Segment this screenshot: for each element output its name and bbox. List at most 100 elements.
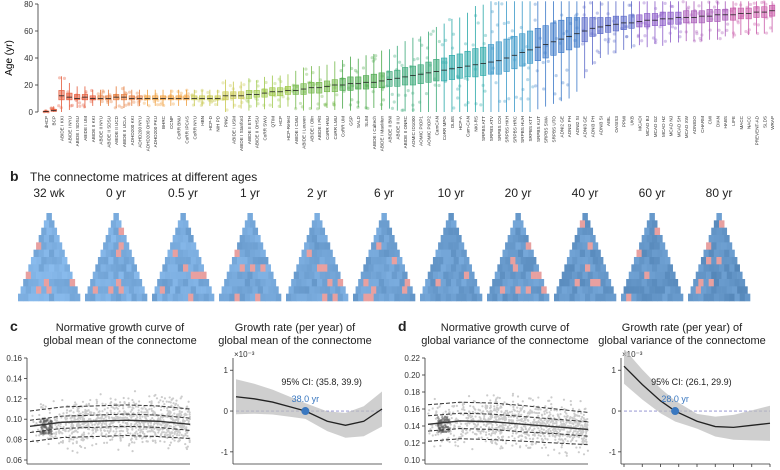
matrix-cell — [309, 242, 315, 250]
panel-c-left-scatter-point — [145, 427, 148, 431]
matrix-cell — [126, 249, 132, 258]
matrix-cell — [164, 257, 171, 265]
x-tick-label: CHARM — [700, 116, 705, 133]
panel-c-left-scatter-point — [139, 431, 142, 434]
data-point — [686, 7, 690, 11]
panel-c-left-scatter-point — [137, 420, 140, 424]
panel-d-left-scatter-point — [540, 418, 543, 422]
panel-c-left-scatter-point — [114, 414, 117, 418]
matrix-cell — [327, 293, 333, 302]
y-tick-label: 0 — [29, 108, 34, 117]
matrix-cell — [726, 242, 733, 250]
panel-d-left-scatter-point — [554, 427, 557, 430]
panel-c-left-percentile-curve — [29, 419, 191, 428]
matrix-cell — [471, 279, 478, 287]
panel-d-left-scatter-point — [569, 400, 572, 403]
matrix-cell — [306, 279, 313, 287]
panel-c-left-scatter-point — [183, 427, 187, 430]
panel-c-left-dense-point — [45, 428, 49, 431]
matrix-cell — [569, 279, 575, 287]
matrix-cell — [123, 271, 130, 280]
panel-d-left-scatter-point — [541, 421, 545, 424]
box — [339, 77, 346, 91]
matrix-cell — [25, 286, 32, 294]
panel-c-left-scatter-point — [57, 424, 60, 427]
matrix-cell — [33, 293, 39, 302]
matrix-cell — [317, 293, 323, 302]
panel-d-left-scatter-point — [564, 451, 567, 454]
panel-c-left-scatter-point — [65, 417, 69, 420]
panel-c-left-scatter-point — [99, 417, 102, 420]
panel-c-left-scatter-point — [180, 433, 183, 436]
panel-d-left-scatter-point — [548, 411, 551, 414]
panel-d-left-scatter-point — [516, 402, 520, 406]
matrix-cell — [170, 242, 176, 250]
data-point — [186, 92, 190, 96]
panel-c-left-scatter-point — [156, 423, 159, 426]
x-tick-label: CoRR UM — [341, 116, 346, 137]
matrix-cell — [108, 242, 114, 250]
matrix-cell — [332, 264, 338, 272]
matrix-cell — [654, 227, 661, 236]
y-tick-label: 80 — [24, 0, 33, 9]
matrix-cell — [579, 279, 586, 287]
data-point — [228, 84, 232, 88]
panel-d-left-dense-point — [443, 424, 447, 427]
matrix-cell — [453, 257, 460, 265]
box — [144, 95, 151, 101]
matrix-cell — [646, 220, 653, 228]
panel-c-left-scatter-point — [131, 428, 134, 431]
panel-c-left-scatter-point — [187, 420, 190, 423]
matrix-cell — [731, 257, 738, 265]
x-tick-label: SRPBS COI — [497, 116, 502, 141]
matrix-cell — [603, 286, 609, 294]
matrix-cell — [239, 249, 246, 258]
data-point — [221, 81, 225, 85]
panel-c-left-scatter-point — [75, 440, 78, 443]
matrix-cell — [572, 286, 578, 294]
matrix-cell — [67, 271, 73, 280]
panel-d-left-scatter-point — [540, 430, 544, 433]
matrix-cell — [250, 293, 256, 302]
panel-c-left-scatter-point — [173, 412, 176, 415]
matrix-cell — [368, 293, 374, 302]
panel-d-left-scatter-point — [564, 417, 568, 420]
matrix-cell — [301, 264, 307, 272]
panel-d-left-scatter-point — [469, 414, 472, 417]
panel-c-left-scatter-point — [114, 398, 117, 401]
panel-d-left-dense-point — [438, 430, 442, 433]
data-point — [534, 84, 538, 88]
matrix-cell — [324, 271, 331, 280]
box — [292, 84, 299, 95]
matrix-cell — [448, 213, 454, 221]
matrix-cell — [700, 271, 707, 280]
matrix-cell — [590, 235, 596, 243]
panel-c-left-scatter-point — [44, 405, 47, 408]
panel-d-left-scatter-point — [533, 434, 536, 437]
matrix-cell — [523, 249, 529, 258]
matrix-age-label: 32 wk — [33, 186, 65, 200]
panel-c-left-percentile-curve — [29, 435, 191, 443]
matrix-cell — [729, 249, 735, 258]
matrix-cell — [38, 235, 45, 243]
panel-c-left-scatter-point — [185, 426, 188, 429]
data-point — [401, 108, 405, 112]
matrix-cell — [177, 264, 184, 272]
matrix-cell — [54, 264, 60, 272]
panel-c-left-scatter-point — [186, 434, 189, 438]
matrix-cell — [360, 271, 367, 280]
matrix-cell — [443, 242, 449, 250]
panel-c-left-scatter-point — [161, 431, 164, 434]
matrix-cell — [657, 249, 663, 258]
box — [667, 11, 674, 25]
panel-d-left-scatter-point — [558, 452, 561, 455]
matrix-cell — [105, 279, 112, 287]
matrix-cell — [528, 249, 534, 258]
matrix-cell — [523, 293, 529, 302]
panel-c-left-scatter-point — [119, 401, 122, 404]
matrix-cell — [391, 257, 398, 265]
panel-d-left-scatter-point — [561, 434, 564, 437]
matrix-cell — [463, 257, 470, 265]
matrix-cell — [520, 271, 527, 280]
matrix-cell — [56, 257, 63, 265]
